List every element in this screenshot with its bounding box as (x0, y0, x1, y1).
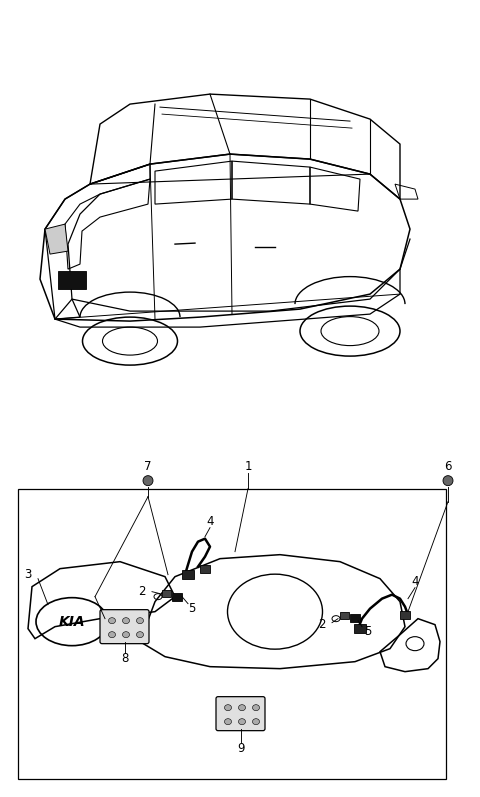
Bar (400, 611, 410, 618)
Bar (200, 564, 210, 573)
Text: 4: 4 (411, 575, 419, 588)
Bar (354, 624, 366, 633)
Text: KIA: KIA (59, 614, 85, 629)
Ellipse shape (252, 705, 260, 711)
Bar (182, 570, 194, 579)
Ellipse shape (252, 719, 260, 724)
Bar (172, 593, 182, 601)
Text: 5: 5 (188, 603, 196, 615)
Text: 4: 4 (206, 515, 214, 528)
Ellipse shape (239, 719, 245, 724)
Text: 9: 9 (237, 742, 245, 756)
Text: 6: 6 (444, 460, 452, 473)
Text: 8: 8 (121, 652, 129, 665)
Bar (340, 611, 349, 618)
Ellipse shape (225, 719, 231, 724)
Ellipse shape (239, 705, 245, 711)
Ellipse shape (108, 632, 116, 638)
Text: 1: 1 (244, 460, 252, 473)
FancyBboxPatch shape (100, 610, 149, 644)
Text: 2: 2 (138, 585, 146, 599)
Ellipse shape (143, 476, 153, 485)
Bar (162, 590, 171, 597)
Text: 3: 3 (24, 568, 32, 581)
Ellipse shape (136, 618, 144, 624)
Ellipse shape (136, 632, 144, 638)
Ellipse shape (122, 632, 130, 638)
Text: 5: 5 (364, 625, 372, 638)
Ellipse shape (108, 618, 116, 624)
Text: 2: 2 (318, 618, 326, 631)
FancyBboxPatch shape (216, 697, 265, 731)
Bar (350, 614, 360, 622)
Bar (18, 489, 446, 779)
Ellipse shape (122, 618, 130, 624)
Bar (58, 271, 86, 289)
Text: 7: 7 (144, 460, 152, 473)
Ellipse shape (225, 705, 231, 711)
Polygon shape (45, 224, 68, 254)
Ellipse shape (443, 476, 453, 485)
